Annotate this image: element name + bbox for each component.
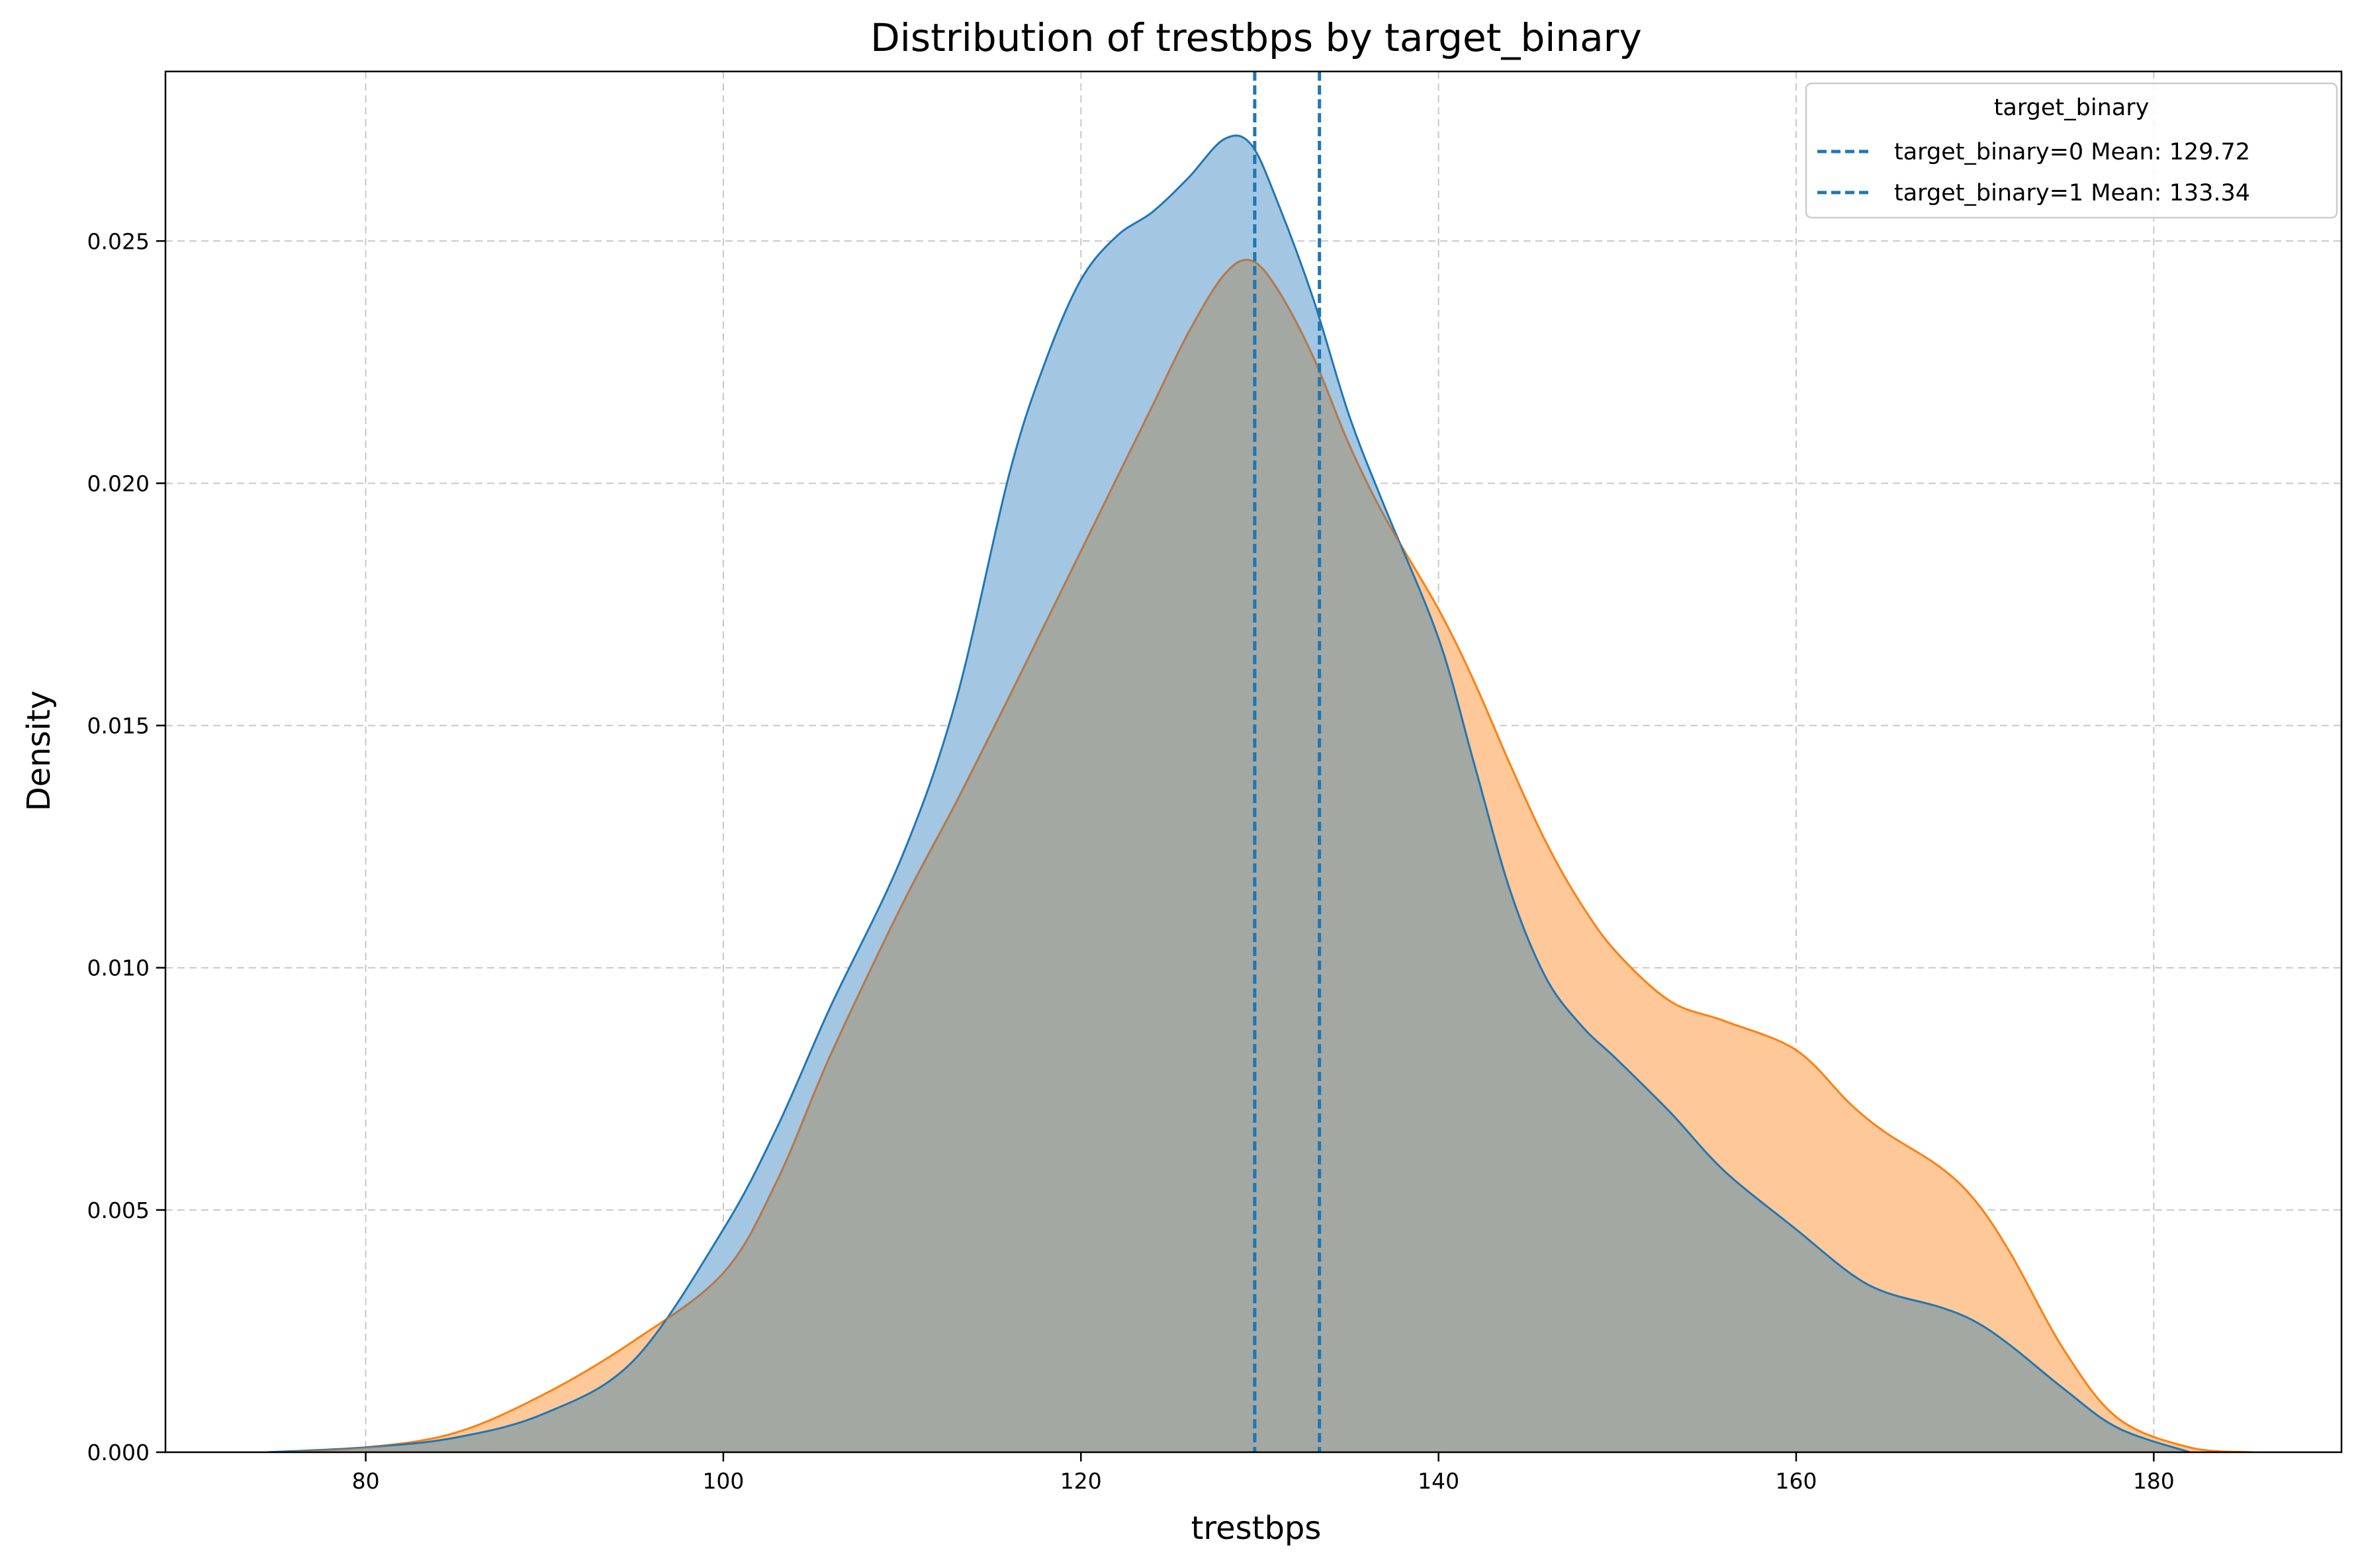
y-tick-label: 0.015 xyxy=(87,713,150,739)
x-tick-label: 100 xyxy=(702,1468,744,1494)
legend: target_binary target_binary=0 Mean: 129.… xyxy=(1805,82,2338,219)
density-overlap-area xyxy=(267,259,2190,1452)
y-tick-label: 0.025 xyxy=(87,228,150,254)
x-tick-label: 120 xyxy=(1060,1468,1102,1494)
legend-title: target_binary xyxy=(1994,95,2150,121)
mean-lines xyxy=(1253,71,1322,1452)
y-axis-ticks: 0.000 0.005 0.010 0.015 0.020 0.025 xyxy=(87,228,165,1465)
x-tick-label: 140 xyxy=(1418,1468,1459,1494)
y-axis-label: Density xyxy=(21,691,58,811)
legend-entry-1: target_binary=1 Mean: 133.34 xyxy=(1894,180,2250,206)
chart-title: Distribution of trestbps by target_binar… xyxy=(870,15,1642,60)
y-tick-label: 0.000 xyxy=(87,1440,150,1465)
x-axis-ticks: 80 100 120 140 160 180 xyxy=(352,1452,2175,1494)
x-tick-label: 160 xyxy=(1775,1468,1817,1494)
plot-frame xyxy=(164,70,2343,1454)
density-areas xyxy=(267,134,2253,1452)
legend-box xyxy=(1805,82,2338,219)
y-tick-label: 0.005 xyxy=(87,1198,150,1223)
x-axis-label: trestbps xyxy=(1191,1510,1322,1547)
y-tick-label: 0.020 xyxy=(87,470,150,496)
x-tick-label: 80 xyxy=(352,1468,380,1494)
y-tick-label: 0.010 xyxy=(87,955,150,981)
x-tick-label: 180 xyxy=(2133,1468,2175,1494)
density-line-target-0 xyxy=(267,134,2190,1452)
legend-entry-0: target_binary=0 Mean: 129.72 xyxy=(1894,139,2250,165)
